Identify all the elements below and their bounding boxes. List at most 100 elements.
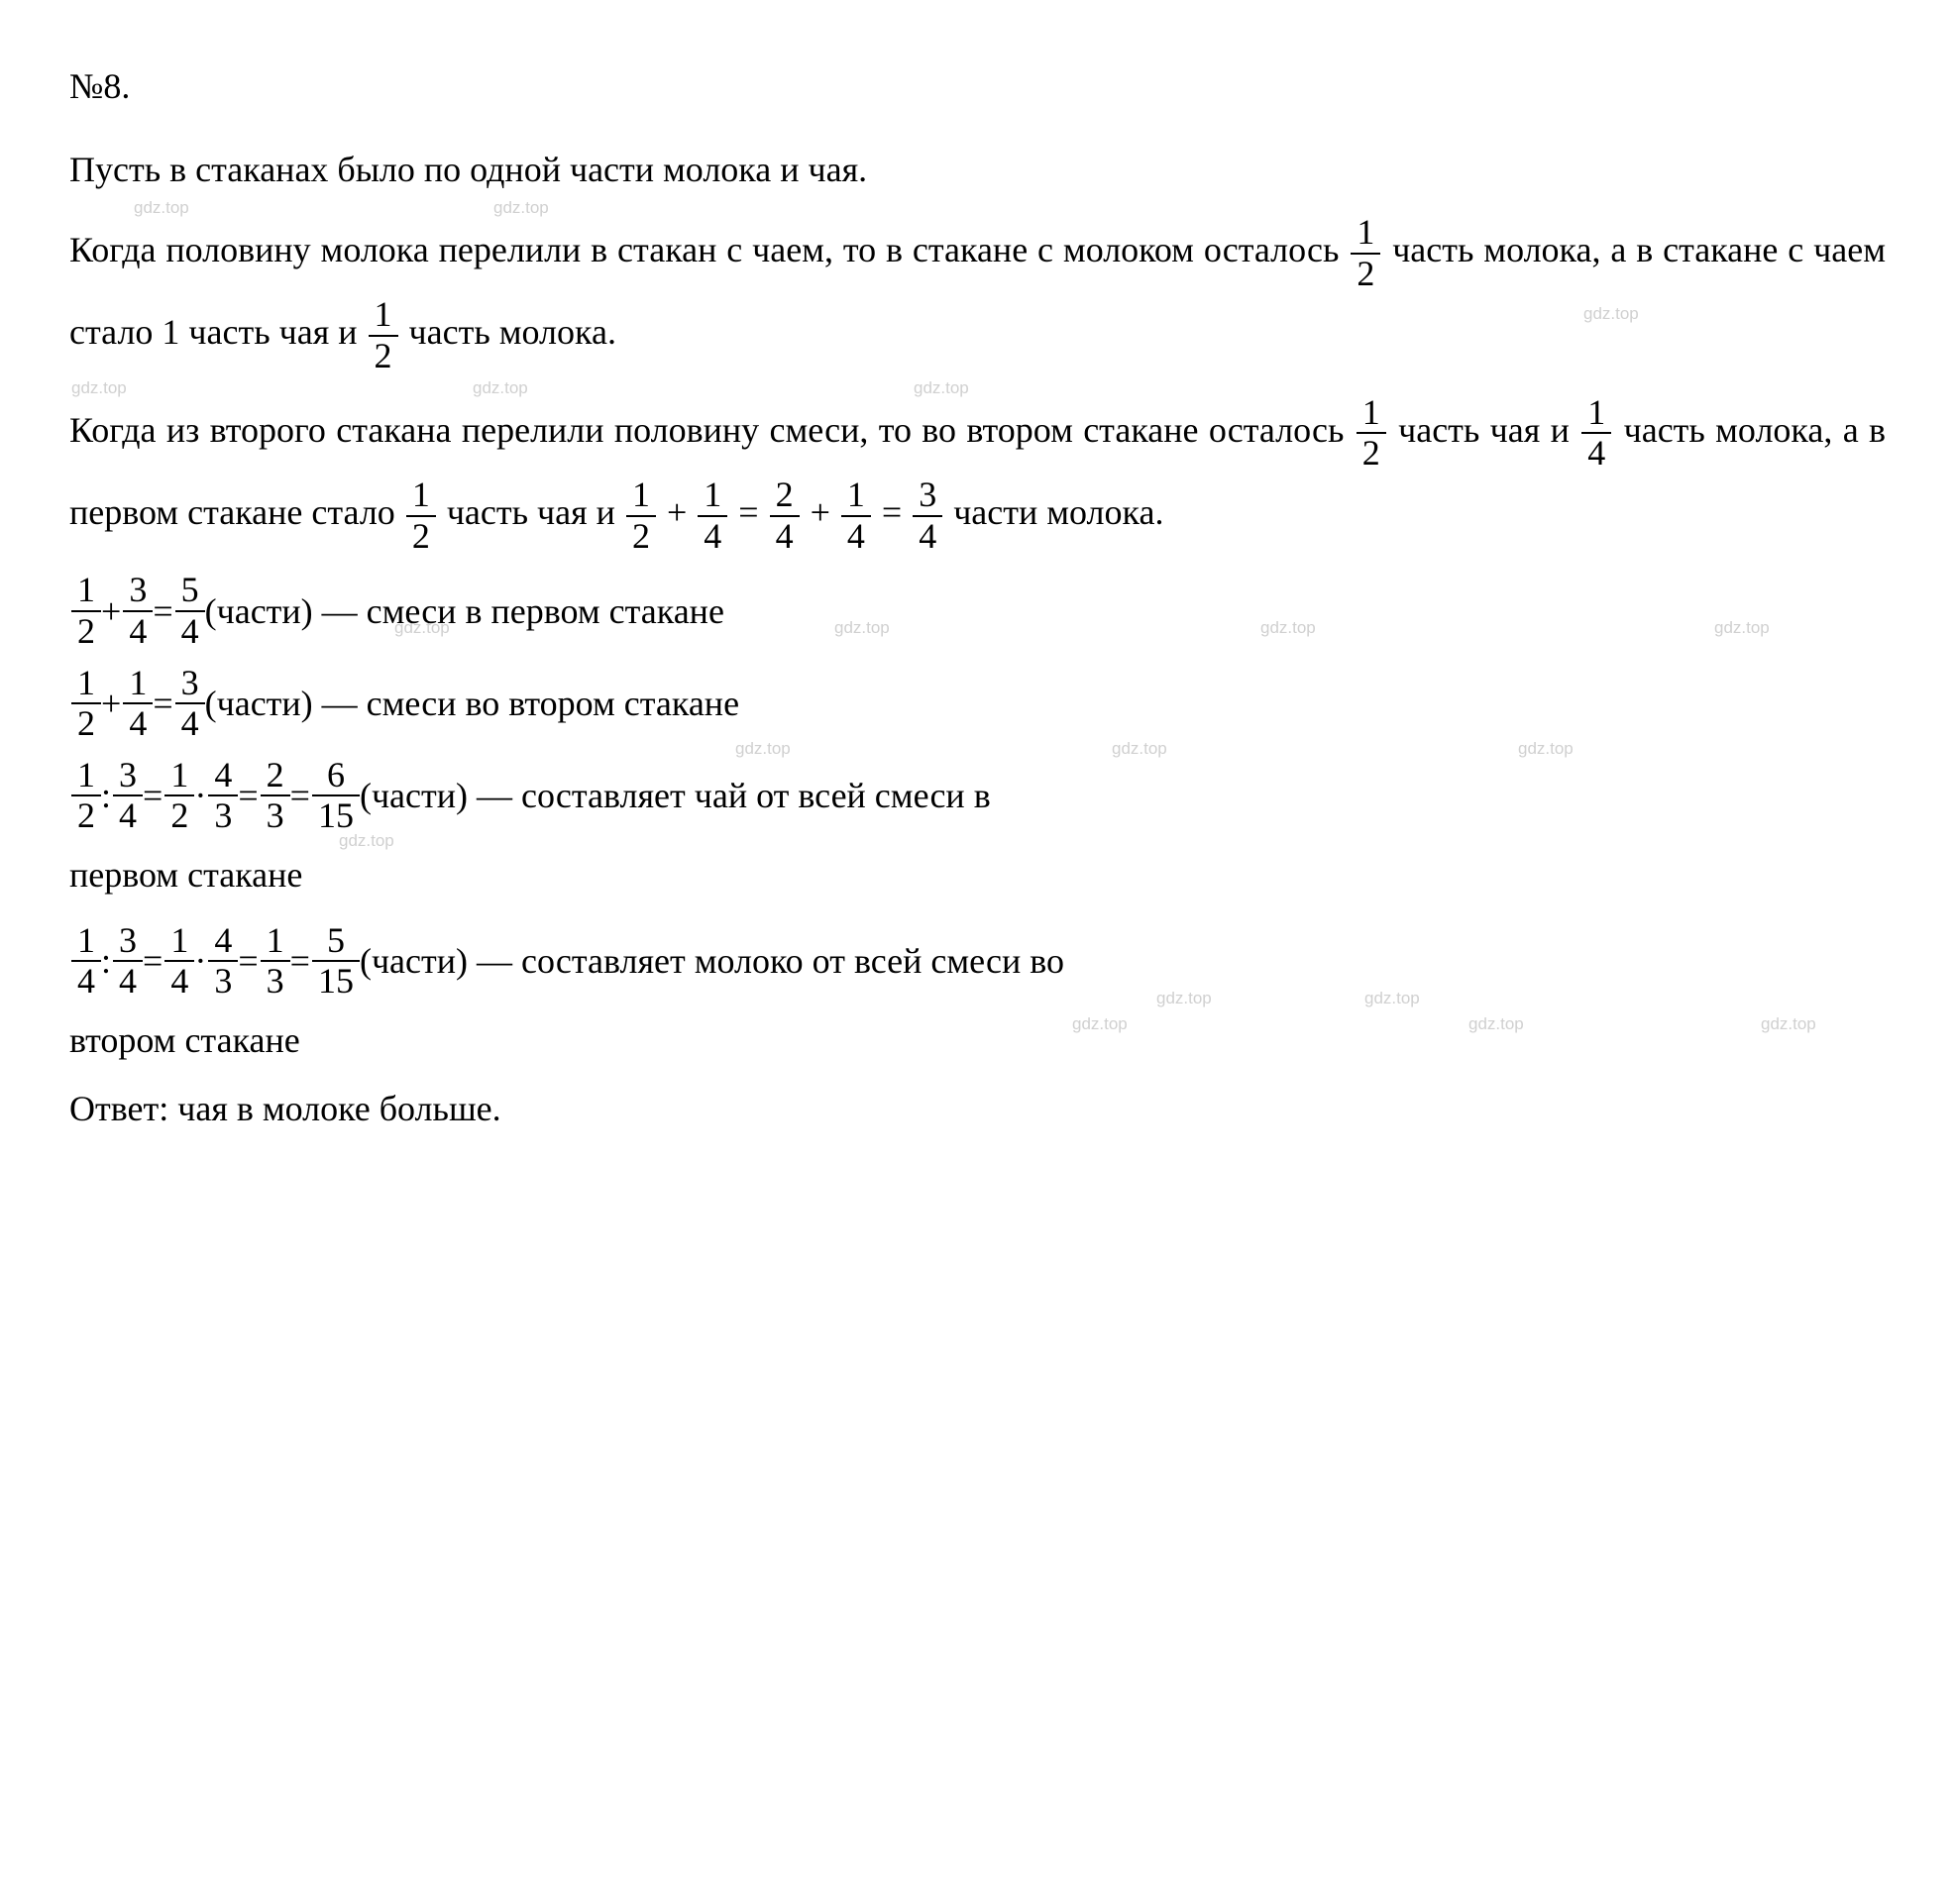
operator: · <box>194 769 206 822</box>
watermark: gdz.top <box>1156 986 1212 1011</box>
text: + <box>658 492 696 532</box>
fraction: 14 <box>164 921 194 1002</box>
numerator: 5 <box>175 571 205 612</box>
denominator: 4 <box>770 517 800 557</box>
numerator: 2 <box>261 756 290 797</box>
problem-number: №8. <box>69 59 1886 113</box>
text: + <box>802 492 839 532</box>
denominator: 4 <box>841 517 871 557</box>
fraction: 34 <box>913 476 942 556</box>
denominator: 3 <box>208 962 238 1002</box>
fraction: 12 <box>71 756 101 836</box>
operator: = <box>143 934 163 988</box>
numerator: 1 <box>164 921 194 963</box>
operator: = <box>153 677 172 730</box>
fraction: 14 <box>698 476 727 556</box>
watermark: gdz.top <box>1761 1011 1816 1037</box>
text: (части) — смеси во втором стакане <box>205 677 739 730</box>
operator: · <box>194 934 206 988</box>
operator: : <box>101 769 111 822</box>
text: = <box>729 492 767 532</box>
text: втором стакане <box>69 1020 300 1060</box>
fraction: 34 <box>123 571 153 651</box>
numerator: 3 <box>113 756 143 797</box>
operator: = <box>143 769 163 822</box>
denominator: 4 <box>175 704 205 744</box>
fraction: 12 <box>1357 393 1386 474</box>
denominator: 4 <box>1581 434 1611 474</box>
answer: Ответ: чая в молоке больше. <box>69 1082 1886 1135</box>
numerator: 1 <box>261 921 290 963</box>
fraction: 12 <box>626 476 656 556</box>
numerator: 3 <box>175 664 205 705</box>
numerator: 6 <box>312 756 360 797</box>
watermark: gdz.top <box>1364 986 1420 1011</box>
fraction: 14 <box>123 664 153 744</box>
denominator: 4 <box>913 517 942 557</box>
operator: + <box>101 584 121 638</box>
numerator: 1 <box>1581 393 1611 435</box>
text: части молока. <box>944 492 1163 532</box>
equation-2: 12 + 14 = 34 (части) — смеси во втором с… <box>69 664 1886 744</box>
text: Когда половину молока перелили в стакан … <box>69 230 1349 269</box>
paragraph-2: gdz.top gdz.top gdz.top Когда половину м… <box>69 211 1886 376</box>
denominator: 4 <box>123 612 153 652</box>
fraction: 12 <box>164 756 194 836</box>
text: часть чая и <box>1388 410 1579 450</box>
operator: = <box>290 934 310 988</box>
fraction: 43 <box>208 756 238 836</box>
numerator: 3 <box>913 476 942 517</box>
fraction: 34 <box>113 756 143 836</box>
numerator: 1 <box>123 664 153 705</box>
denominator: 2 <box>406 517 436 557</box>
watermark: gdz.top <box>1468 1011 1524 1037</box>
fraction: 615 <box>312 756 360 836</box>
denominator: 4 <box>123 704 153 744</box>
numerator: 1 <box>71 664 101 705</box>
operator: = <box>238 769 258 822</box>
text: (части) — составляет молоко от всей смес… <box>360 934 1064 988</box>
numerator: 1 <box>841 476 871 517</box>
operator: + <box>101 677 121 730</box>
numerator: 3 <box>123 571 153 612</box>
numerator: 2 <box>770 476 800 517</box>
text: первом стакане <box>69 855 302 895</box>
numerator: 1 <box>164 756 194 797</box>
operator: = <box>290 769 310 822</box>
fraction: 34 <box>113 921 143 1002</box>
numerator: 1 <box>1351 213 1380 255</box>
denominator: 2 <box>369 337 398 376</box>
denominator: 4 <box>164 962 194 1002</box>
denominator: 3 <box>261 962 290 1002</box>
text: (части) — составляет чай от всей смеси в <box>360 769 991 822</box>
fraction: 515 <box>312 921 360 1002</box>
denominator: 2 <box>164 796 194 836</box>
text: Когда из второго стакана перелили полови… <box>69 410 1355 450</box>
equation-3-cont: gdz.top первом стакане <box>69 848 1886 901</box>
denominator: 15 <box>312 796 360 836</box>
numerator: 3 <box>113 921 143 963</box>
denominator: 4 <box>113 962 143 1002</box>
equation-4-cont: gdz.top gdz.top gdz.top втором стакане <box>69 1013 1886 1067</box>
numerator: 1 <box>71 571 101 612</box>
fraction: 23 <box>261 756 290 836</box>
denominator: 2 <box>71 612 101 652</box>
paragraph-3: gdz.top gdz.top gdz.top gdz.top gdz.top … <box>69 391 1886 557</box>
fraction: 14 <box>1581 393 1611 474</box>
fraction: 24 <box>770 476 800 556</box>
numerator: 1 <box>406 476 436 517</box>
denominator: 4 <box>71 962 101 1002</box>
text: = <box>873 492 911 532</box>
operator: = <box>153 584 172 638</box>
denominator: 2 <box>71 796 101 836</box>
denominator: 3 <box>261 796 290 836</box>
watermark: gdz.top <box>1072 1011 1128 1037</box>
watermark: gdz.top <box>1583 295 1639 332</box>
fraction: 34 <box>175 664 205 744</box>
denominator: 4 <box>698 517 727 557</box>
denominator: 2 <box>71 704 101 744</box>
numerator: 1 <box>71 756 101 797</box>
numerator: 1 <box>1357 393 1386 435</box>
fraction: 13 <box>261 921 290 1002</box>
numerator: 1 <box>626 476 656 517</box>
